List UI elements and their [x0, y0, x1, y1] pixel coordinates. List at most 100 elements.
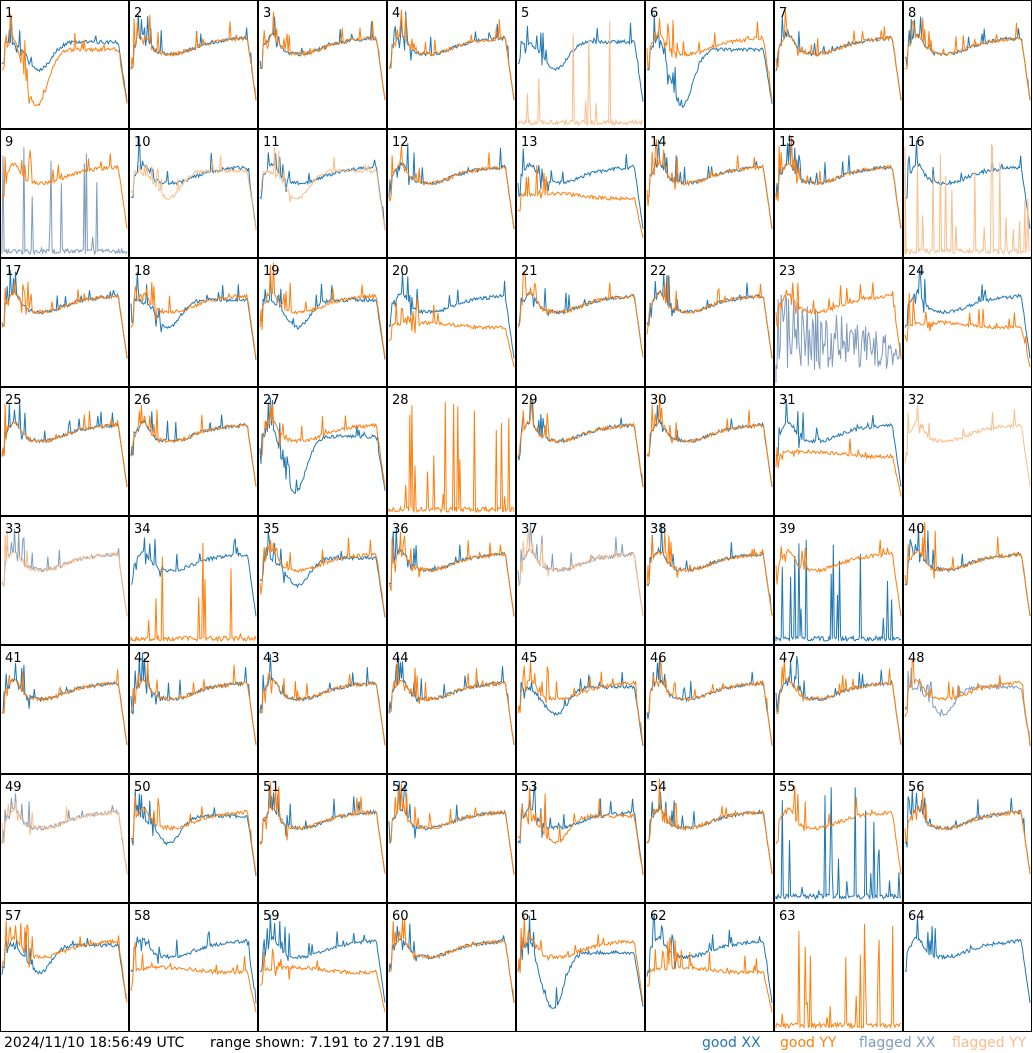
tile-label: 5	[521, 6, 529, 21]
tile-label: 3	[263, 6, 271, 21]
series-yy	[775, 658, 902, 745]
tile-57: 57	[0, 903, 129, 1032]
series-yy	[517, 660, 644, 746]
tile-label: 62	[650, 909, 667, 924]
series-xx	[259, 16, 386, 100]
tile-31: 31	[774, 387, 903, 516]
series-yy	[259, 537, 386, 617]
series-xx	[517, 148, 644, 229]
tile-frame	[258, 129, 387, 258]
tile-43: 43	[258, 645, 387, 774]
tile-label: 26	[134, 393, 151, 408]
series-yy	[1, 920, 128, 1003]
legend-flagged-xx: flagged XX	[859, 1035, 936, 1051]
series-yy	[388, 783, 515, 875]
tile-frame	[645, 645, 774, 774]
tile-47: 47	[774, 645, 903, 774]
tile-label: 19	[263, 264, 280, 279]
tile-label: 42	[134, 651, 151, 666]
series-xx	[259, 531, 386, 618]
tile-frame	[903, 903, 1032, 1032]
tile-10: 10	[129, 129, 258, 258]
tile-61: 61	[516, 903, 645, 1032]
tile-frame	[129, 0, 258, 129]
tile-60: 60	[387, 903, 516, 1032]
tile-frame	[129, 387, 258, 516]
series-yy	[904, 405, 1031, 487]
series-yy	[904, 143, 1031, 256]
tile-frame	[774, 903, 903, 1032]
tile-label: 9	[5, 135, 13, 150]
tile-frame	[903, 645, 1032, 774]
series-yy	[1, 404, 128, 488]
series-xx	[130, 537, 257, 617]
tile-12: 12	[387, 129, 516, 258]
tile-frame	[258, 0, 387, 129]
series-yy	[388, 919, 515, 1003]
series-yy	[1, 801, 128, 875]
tile-label: 44	[392, 651, 409, 666]
series-yy	[904, 790, 1031, 875]
tile-frame	[387, 129, 516, 258]
tile-label: 47	[779, 651, 796, 666]
series-xx	[646, 13, 773, 109]
series-xx	[259, 270, 386, 360]
series-yy	[646, 18, 773, 101]
series-xx	[775, 134, 902, 229]
tile-frame	[387, 0, 516, 129]
series-yy	[1, 280, 128, 358]
series-yy	[260, 147, 386, 231]
tile-label: 64	[908, 909, 925, 924]
tile-29: 29	[516, 387, 645, 516]
tile-frame	[387, 516, 516, 645]
tile-63: 63	[774, 903, 903, 1032]
timestamp: 2024/11/10 18:56:49 UTC	[4, 1035, 185, 1051]
tile-frame	[0, 387, 129, 516]
tile-52: 52	[387, 774, 516, 903]
tile-frame	[258, 387, 387, 516]
series-yy	[388, 531, 515, 617]
tile-label: 32	[908, 393, 925, 408]
tile-55: 55	[774, 774, 903, 903]
series-yy	[130, 941, 257, 1013]
tile-41: 41	[0, 645, 129, 774]
series-yy	[775, 923, 902, 1030]
tile-15: 15	[774, 129, 903, 258]
tile-label: 55	[779, 780, 796, 795]
tile-label: 49	[5, 780, 22, 795]
tile-frame	[387, 774, 516, 903]
series-yy	[130, 14, 257, 101]
tile-58: 58	[129, 903, 258, 1032]
tile-32: 32	[903, 387, 1032, 516]
tile-frame	[387, 258, 516, 387]
series-xx	[517, 915, 644, 1009]
series-yy	[259, 671, 386, 746]
tile-21: 21	[516, 258, 645, 387]
series-yy	[775, 539, 902, 617]
tile-46: 46	[645, 645, 774, 774]
series-yy	[259, 11, 386, 100]
tile-frame	[645, 0, 774, 129]
legend-flagged-yy: flagged YY	[952, 1035, 1027, 1051]
tile-label: 12	[392, 135, 409, 150]
series-xx	[517, 672, 644, 747]
series-yy	[517, 165, 644, 238]
series-xx	[904, 916, 1031, 1003]
series-yy	[130, 404, 257, 487]
range-text: range shown: 7.191 to 27.191 dB	[210, 1035, 445, 1051]
tile-24: 24	[903, 258, 1032, 387]
tile-label: 56	[908, 780, 925, 795]
tile-51: 51	[258, 774, 387, 903]
tile-frame	[129, 516, 258, 645]
tile-label: 59	[263, 909, 280, 924]
tile-28: 28	[387, 387, 516, 516]
tile-frame	[774, 258, 903, 387]
tile-label: 17	[5, 264, 22, 279]
tile-34: 34	[129, 516, 258, 645]
series-yy	[517, 270, 644, 358]
tile-frame	[774, 129, 903, 258]
tile-frame	[129, 774, 258, 903]
tile-frame	[516, 645, 645, 774]
tile-label: 39	[779, 522, 796, 537]
series-xx	[775, 539, 902, 643]
